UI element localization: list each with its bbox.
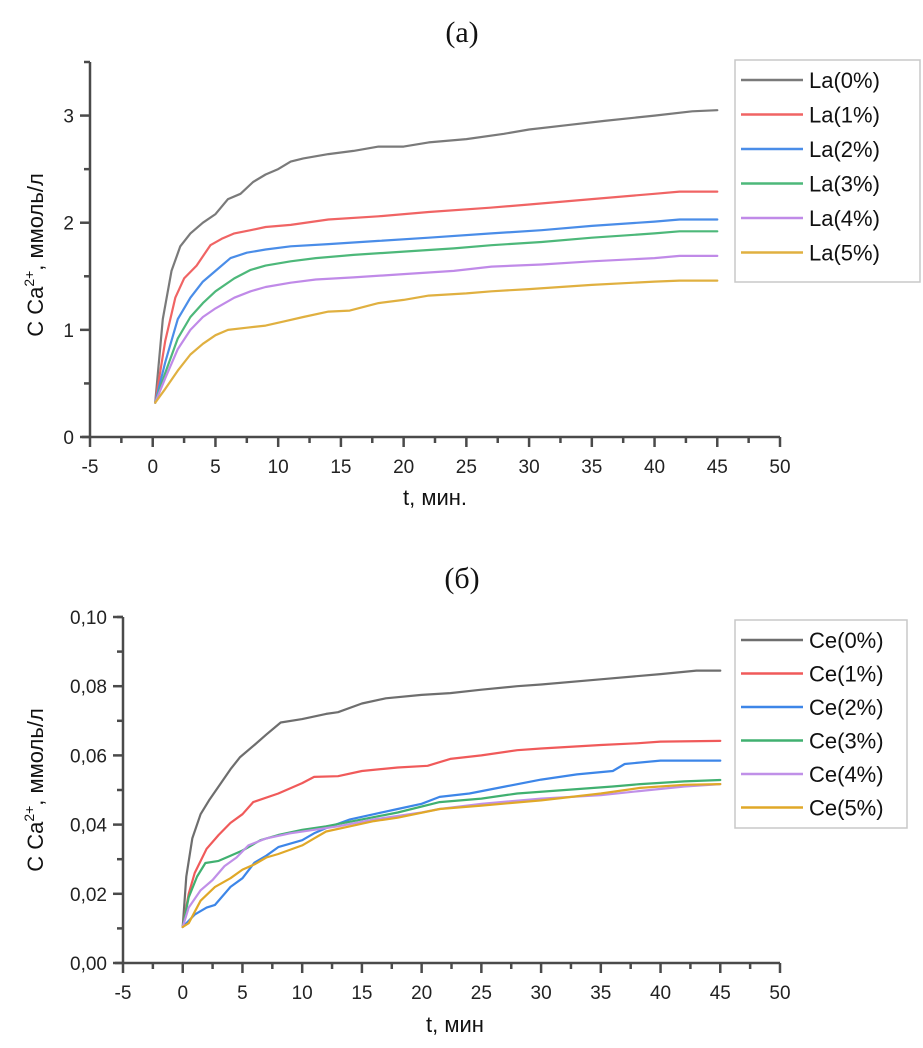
- y-axis-label-b-rest: , ммоль/л: [23, 708, 48, 805]
- series-line-La(0%): [154, 109, 719, 404]
- y-tick-label-b: 0,06: [70, 746, 107, 767]
- y-tick-label-a: 3: [63, 107, 74, 128]
- y-tick-label-b: 0,00: [70, 954, 107, 975]
- series-line-Ce(4%): [181, 782, 722, 929]
- y-tick-label-a: 2: [63, 214, 74, 235]
- x-axis-label-a: t, мин.: [403, 485, 467, 510]
- chart-panel-b: (б) -5 0 5 10 15 20 25 30 35 40 45 50 0,00 0,02 0,04 0,…: [21, 562, 908, 1037]
- x-tick-label-a: 50: [769, 457, 790, 478]
- legend-a: La(0%) La(1%) La(2%) La(3%) La(4%) La(5%): [734, 59, 921, 283]
- legend-label: Ce(5%): [809, 796, 884, 821]
- x-tick-label-b: 40: [650, 983, 671, 1004]
- x-tick-label-a: 5: [210, 457, 221, 478]
- series-line-La(5%): [154, 279, 719, 404]
- y-tick-label-b: 0,08: [70, 677, 107, 698]
- x-tick-label-b: 10: [292, 983, 313, 1004]
- legend-b: Ce(0%) Ce(1%) Ce(2%) Ce(3%) Ce(4%) Ce(5%): [734, 619, 908, 829]
- y-axis-label-a-main: C Ca: [23, 286, 48, 337]
- legend-label: Ce(1%): [809, 662, 884, 687]
- legend-label: La(5%): [809, 241, 880, 266]
- x-tick-label-a: 10: [268, 457, 289, 478]
- x-tick-label-a: 30: [519, 457, 540, 478]
- x-tick-label-a: 45: [707, 457, 728, 478]
- panel-title-b: (б): [444, 562, 479, 595]
- y-tick-label-b: 0,10: [70, 608, 107, 629]
- legend-label: La(4%): [809, 206, 880, 231]
- y-tick-label-a: 1: [63, 321, 74, 342]
- y-axis-label-b-main: C Ca: [23, 821, 48, 872]
- x-tick-label-b: 50: [769, 983, 790, 1004]
- chart-panel-a: (a) -5 0 5 10 15 20 25 30 35 40 45 50 0 1 2 3 t, мин. C…: [21, 16, 921, 510]
- x-tick-label-a: 25: [456, 457, 477, 478]
- y-axis-label-b: C Ca2+, ммоль/л: [21, 708, 48, 872]
- x-axis-label-b: t, мин: [426, 1012, 484, 1037]
- y-axis-label-a-rest: , ммоль/л: [23, 173, 48, 270]
- x-tick-label-a: 20: [393, 457, 414, 478]
- x-tick-label-a: 35: [581, 457, 602, 478]
- x-tick-label-a: 0: [147, 457, 158, 478]
- y-tick-label-a: 0: [63, 428, 74, 449]
- series-line-Ce(0%): [181, 669, 722, 929]
- series-line-Ce(1%): [181, 739, 722, 929]
- legend-label: Ce(4%): [809, 762, 884, 787]
- panel-title-a: (a): [445, 16, 478, 49]
- plot-area-b: -5 0 5 10 15 20 25 30 35 40 45 50 0,00 0,02 0,04 0,06 0,…: [70, 608, 791, 1004]
- legend-label: La(1%): [809, 103, 880, 128]
- x-tick-label-b: 0: [177, 983, 188, 1004]
- y-axis-label-b-sup: 2+: [21, 806, 37, 822]
- legend-label: La(0%): [809, 68, 880, 93]
- series-line-La(3%): [154, 230, 719, 404]
- legend-frame-b: [734, 619, 908, 829]
- y-axis-label-a: C Ca2+, ммоль/л: [21, 173, 48, 337]
- y-axis-label-a-sup: 2+: [21, 271, 37, 287]
- series-line-Ce(2%): [181, 759, 722, 929]
- x-tick-label-a: 40: [644, 457, 665, 478]
- plot-area-a: -5 0 5 10 15 20 25 30 35 40 45 50 0 1 2 3: [63, 60, 791, 478]
- y-tick-label-b: 0,02: [70, 885, 107, 906]
- series-line-Ce(3%): [181, 778, 722, 929]
- x-tick-label-b: 30: [531, 983, 552, 1004]
- y-tick-label-b: 0,04: [70, 816, 107, 837]
- legend-label: Ce(3%): [809, 729, 884, 754]
- x-tick-label-b: 45: [710, 983, 731, 1004]
- x-tick-label-b: 35: [590, 983, 611, 1004]
- legend-label: La(3%): [809, 172, 880, 197]
- x-tick-label-b: -5: [115, 983, 132, 1004]
- x-tick-label-b: 15: [351, 983, 372, 1004]
- x-tick-label-a: 15: [330, 457, 351, 478]
- x-tick-label-a: -5: [82, 457, 99, 478]
- legend-frame-a: [734, 59, 921, 283]
- series-line-La(1%): [154, 190, 719, 404]
- series-line-La(2%): [154, 218, 719, 404]
- x-tick-label-b: 5: [237, 983, 248, 1004]
- series-line-Ce(5%): [181, 782, 722, 929]
- legend-label: Ce(0%): [809, 628, 884, 653]
- legend-label: Ce(2%): [809, 695, 884, 720]
- series-line-La(4%): [154, 254, 719, 404]
- legend-label: La(2%): [809, 137, 880, 162]
- x-tick-label-b: 20: [411, 983, 432, 1004]
- x-tick-label-b: 25: [471, 983, 492, 1004]
